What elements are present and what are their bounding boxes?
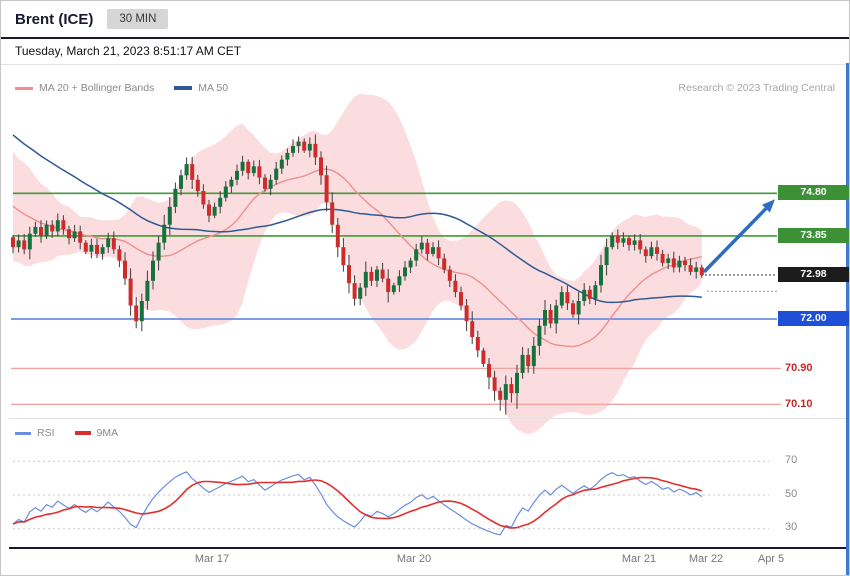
rsi-scale-label: 50 — [785, 488, 798, 500]
price-and-rsi-chart-canvas — [11, 93, 781, 536]
rsi-scale-label: 70 — [785, 454, 798, 466]
x-axis-label: Mar 22 — [688, 553, 724, 565]
ma50-legend-label: MA 50 — [198, 82, 229, 94]
divider — [9, 418, 847, 419]
support-level-label: 70.90 — [785, 362, 813, 374]
attribution-text: Research © 2023 Trading Central — [678, 82, 835, 94]
last-price-label: 72.98 — [778, 267, 849, 282]
rsi-legend: RSI 9MA — [15, 427, 138, 439]
x-axis-label: Apr 5 — [757, 553, 785, 565]
x-axis-line — [9, 547, 847, 549]
support-level-label: 70.10 — [785, 398, 813, 410]
main-chart-legend: MA 20 + Bollinger Bands MA 50 — [15, 82, 248, 94]
rsi-swatch-icon — [15, 431, 31, 435]
ma50-swatch-icon — [174, 86, 193, 90]
chart-header: Brent (ICE) 30 MIN — [1, 1, 849, 39]
ma20-legend-label: MA 20 + Bollinger Bands — [39, 82, 155, 94]
divider — [1, 64, 849, 65]
x-axis-label: Mar 17 — [194, 553, 230, 565]
timeframe-badge: 30 MIN — [107, 9, 169, 29]
resistance-level-label: 74.80 — [778, 185, 849, 200]
chart-datetime: Tuesday, March 21, 2023 8:51:17 AM CET — [15, 44, 242, 58]
rsi-9ma-legend-label: 9MA — [96, 427, 119, 439]
x-axis-label: Mar 21 — [621, 553, 657, 565]
instrument-title: Brent (ICE) — [15, 10, 94, 28]
rsi-legend-label: RSI — [37, 427, 55, 439]
resistance-level-label: 73.85 — [778, 228, 849, 243]
support-level-label: 72.00 — [778, 311, 849, 326]
rsi-9ma-swatch-icon — [74, 431, 91, 435]
rsi-scale-label: 30 — [785, 521, 798, 533]
x-axis-label: Mar 20 — [396, 553, 432, 565]
ma20-bollinger-swatch-icon — [15, 86, 33, 90]
